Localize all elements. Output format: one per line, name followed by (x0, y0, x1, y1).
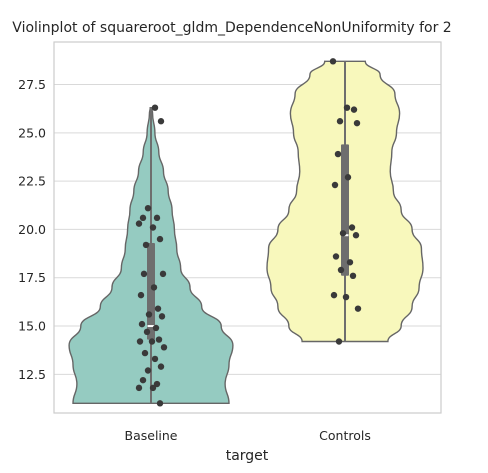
y-tick-labels: 12.5 15.0 17.5 20.0 22.5 25.0 27.5 (18, 77, 46, 382)
data-point (161, 344, 167, 350)
data-point (160, 271, 166, 277)
data-point (337, 118, 343, 124)
data-point (343, 294, 349, 300)
iqr-box-controls (341, 144, 349, 275)
data-point (155, 305, 161, 311)
data-point (151, 284, 157, 290)
data-point (332, 182, 338, 188)
data-point (153, 325, 159, 331)
data-point (141, 271, 147, 277)
x-tick-labels: Baseline Controls (125, 428, 371, 443)
data-point (340, 230, 346, 236)
data-point (143, 242, 149, 248)
data-point (146, 311, 152, 317)
data-point (350, 273, 356, 279)
data-point (140, 377, 146, 383)
data-point (158, 363, 164, 369)
data-point (152, 356, 158, 362)
data-point (338, 267, 344, 273)
data-point (154, 215, 160, 221)
x-tick-label: Baseline (125, 428, 178, 443)
data-point (137, 338, 143, 344)
data-point (354, 120, 360, 126)
data-point (353, 232, 359, 238)
data-point (349, 224, 355, 230)
data-point (150, 385, 156, 391)
data-point (145, 367, 151, 373)
data-point (345, 174, 351, 180)
data-point (330, 58, 336, 64)
y-tick-label: 25.0 (18, 125, 46, 140)
data-point (152, 104, 158, 110)
data-point (333, 253, 339, 259)
data-point (336, 338, 342, 344)
data-point (157, 236, 163, 242)
data-point (158, 118, 164, 124)
chart-title: Violinplot of squareroot_gldm_Dependence… (12, 20, 451, 36)
data-point (331, 292, 337, 298)
data-point (150, 224, 156, 230)
y-tick-label: 20.0 (18, 222, 46, 237)
y-tick-label: 12.5 (18, 367, 46, 382)
data-point (138, 292, 144, 298)
data-point (144, 329, 150, 335)
data-point (142, 350, 148, 356)
y-tick-label: 17.5 (18, 270, 46, 285)
data-point (139, 321, 145, 327)
data-point (355, 305, 361, 311)
data-point (351, 106, 357, 112)
x-tick-label: Controls (319, 428, 371, 443)
y-tick-label: 27.5 (18, 77, 46, 92)
data-point (145, 205, 151, 211)
y-tick-label: 15.0 (18, 319, 46, 334)
data-point (335, 151, 341, 157)
data-point (156, 336, 162, 342)
y-tick-label: 22.5 (18, 174, 46, 189)
data-point (347, 259, 353, 265)
data-point (136, 220, 142, 226)
data-point (344, 104, 350, 110)
data-point (136, 385, 142, 391)
data-point (149, 338, 155, 344)
data-point (140, 215, 146, 221)
data-point (157, 400, 163, 406)
x-axis-title: target (226, 448, 269, 464)
data-point (159, 313, 165, 319)
